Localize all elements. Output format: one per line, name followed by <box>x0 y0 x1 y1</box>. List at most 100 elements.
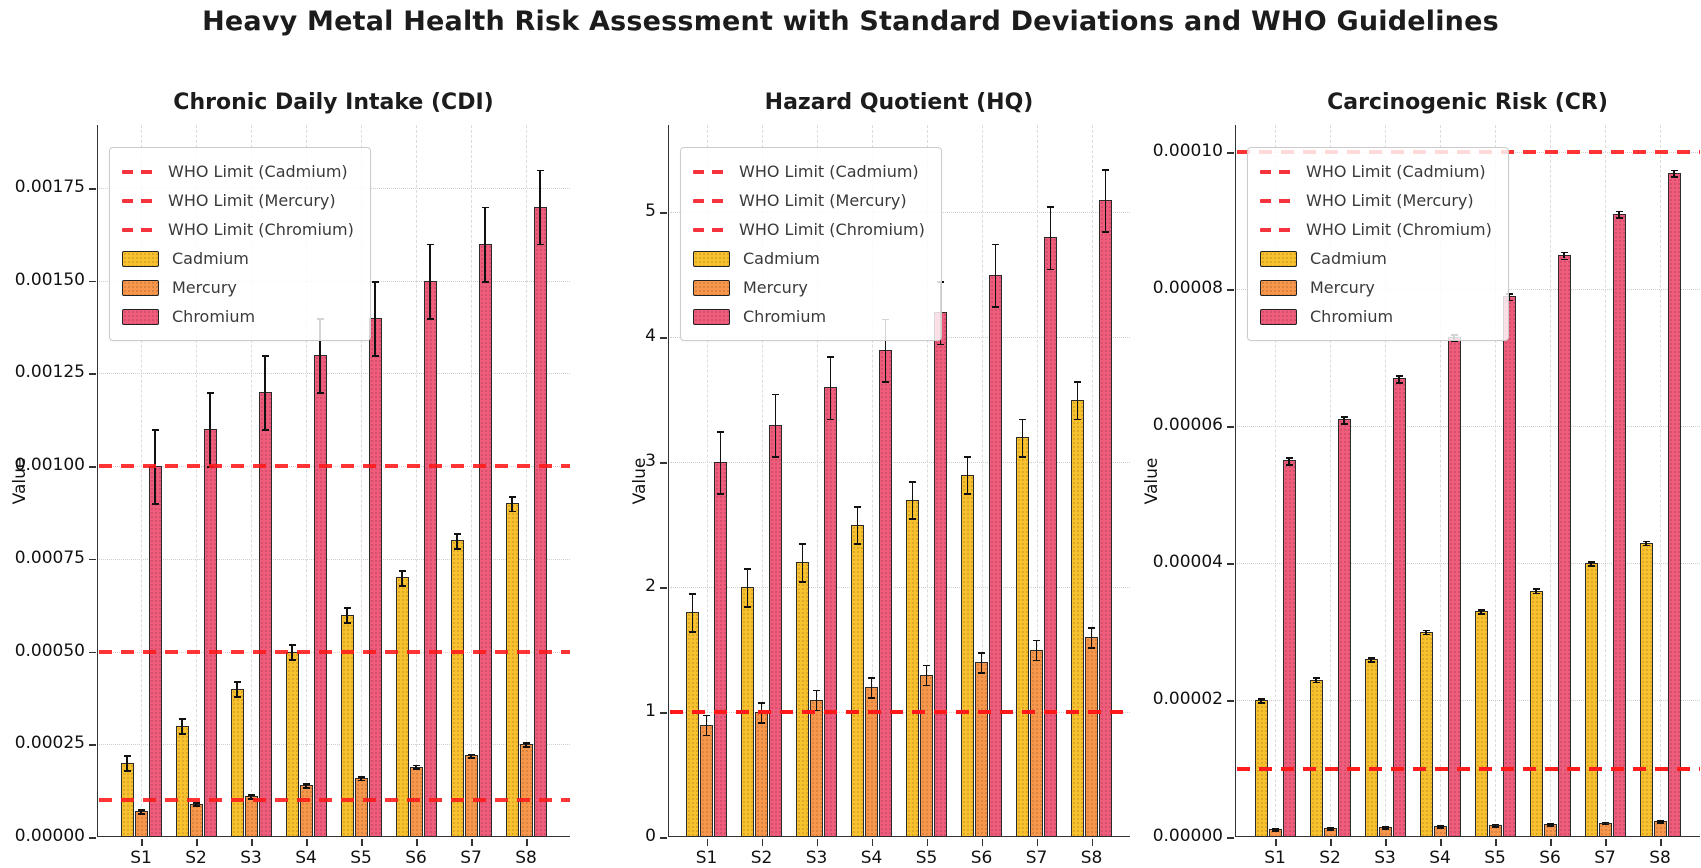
error-bar-cap <box>123 755 131 758</box>
bar-mercury-s7 <box>1030 649 1043 837</box>
error-bar <box>870 677 873 698</box>
legend-item: WHO Limit (Cadmium) <box>1260 157 1492 186</box>
bar-mercury-s3 <box>244 796 258 837</box>
bar-mercury-s2 <box>755 712 768 837</box>
legend-item: WHO Limit (Cadmium) <box>122 157 354 186</box>
error-bar-cap <box>1340 422 1348 425</box>
error-bar-cap <box>1381 827 1389 830</box>
x-tick-label: S2 <box>750 848 773 868</box>
y-tick-mark <box>1227 426 1234 428</box>
error-bar <box>815 689 818 710</box>
series-swatch-icon <box>693 308 730 325</box>
legend-item-label: WHO Limit (Mercury) <box>1306 191 1474 210</box>
subplot-title: Chronic Daily Intake (CDI) <box>173 90 494 115</box>
error-bar-cap <box>467 757 475 760</box>
main-title: Heavy Metal Health Risk Assessment with … <box>202 6 1499 37</box>
y-tick-label: 0.00008 <box>1152 278 1223 299</box>
error-bar-cap <box>1074 381 1081 383</box>
legend-item: WHO Limit (Mercury) <box>1260 186 1492 215</box>
error-bar-cap <box>137 809 145 811</box>
error-bar <box>415 764 417 769</box>
legend-item-label: Chromium <box>743 307 827 326</box>
legend-item-label: Mercury <box>172 278 237 297</box>
legend-item: WHO Limit (Cadmium) <box>693 157 925 186</box>
x-tick-mark <box>251 839 253 846</box>
error-bar <box>705 714 708 735</box>
legend-item: WHO Limit (Chromium) <box>693 215 925 244</box>
x-tick-mark <box>1091 839 1094 846</box>
y-tick-mark <box>660 462 667 464</box>
error-bar-cap <box>868 677 875 679</box>
error-bar <box>250 794 252 799</box>
error-bar-cap <box>1312 681 1320 684</box>
error-bar-cap <box>703 714 710 717</box>
legend-item-label: WHO Limit (Cadmium) <box>739 162 919 181</box>
error-bar <box>925 664 928 685</box>
x-tick-label: S4 <box>860 848 883 868</box>
error-bar-cap <box>1326 829 1334 831</box>
error-bar-cap <box>1047 206 1054 208</box>
legend-item: Mercury <box>122 273 354 302</box>
error-bar <box>1618 210 1620 218</box>
x-tick-label: S1 <box>130 848 152 868</box>
error-bar-cap <box>412 764 420 767</box>
legend-item-label: Cadmium <box>172 249 249 268</box>
series-swatch-icon <box>693 250 730 267</box>
error-bar-cap <box>426 243 434 246</box>
gridline-vertical <box>1495 125 1496 837</box>
bar-cadmium-s6 <box>961 474 974 837</box>
error-bar-cap <box>1601 821 1609 824</box>
error-bar-cap <box>1422 633 1430 636</box>
error-bar-cap <box>261 354 269 357</box>
error-bar-cap <box>868 697 875 699</box>
subplot-title: Hazard Quotient (HQ) <box>764 90 1034 115</box>
error-bar-cap <box>1615 217 1623 220</box>
bar-chromium-s4 <box>1447 337 1461 837</box>
bar-cadmium-s8 <box>1639 542 1653 837</box>
legend-item: WHO Limit (Mercury) <box>693 186 925 215</box>
error-bar <box>264 354 266 430</box>
error-bar <box>980 652 983 673</box>
x-tick-mark <box>471 839 473 846</box>
error-bar <box>1370 656 1372 662</box>
error-bar <box>346 607 348 622</box>
y-tick-label: 0.00004 <box>1152 552 1223 573</box>
error-bar-cap <box>744 568 751 571</box>
plot-area <box>1235 125 1700 837</box>
who-limit-line <box>1237 766 1700 771</box>
bar-mercury-s6 <box>1543 823 1557 837</box>
series-swatch-icon <box>1260 279 1297 296</box>
error-bar <box>1035 639 1038 660</box>
bar-chromium-s5 <box>368 317 382 837</box>
gridline-vertical <box>871 125 873 837</box>
gridline-vertical <box>1091 125 1093 837</box>
error-bar-cap <box>426 317 434 320</box>
gridline-vertical <box>1660 125 1661 837</box>
bar-mercury-s4 <box>865 687 878 837</box>
error-bar-cap <box>398 570 406 572</box>
error-bar-cap <box>1019 456 1026 458</box>
error-bar-cap <box>398 584 406 587</box>
error-bar <box>746 568 749 606</box>
y-tick-label: 0.00075 <box>14 547 85 568</box>
x-tick-label: S3 <box>805 848 828 868</box>
y-tick-label: 2 <box>645 576 656 597</box>
series-swatch-icon <box>122 250 159 267</box>
bar-cadmium-s6 <box>395 577 409 837</box>
error-bar <box>911 481 914 519</box>
error-bar <box>209 392 211 467</box>
error-bar <box>829 356 832 419</box>
bar-cadmium-s4 <box>851 524 864 837</box>
series-swatch-icon <box>693 279 730 296</box>
error-bar-cap <box>1450 340 1458 343</box>
y-tick-mark <box>89 466 96 468</box>
y-tick-label: 3 <box>645 451 656 472</box>
y-tick-label: 0.00175 <box>14 177 85 198</box>
error-bar-cap <box>923 664 930 667</box>
error-bar-cap <box>923 684 930 687</box>
gridline-vertical <box>251 125 252 837</box>
error-bar <box>1645 540 1647 545</box>
gridline-vertical <box>1385 125 1386 837</box>
